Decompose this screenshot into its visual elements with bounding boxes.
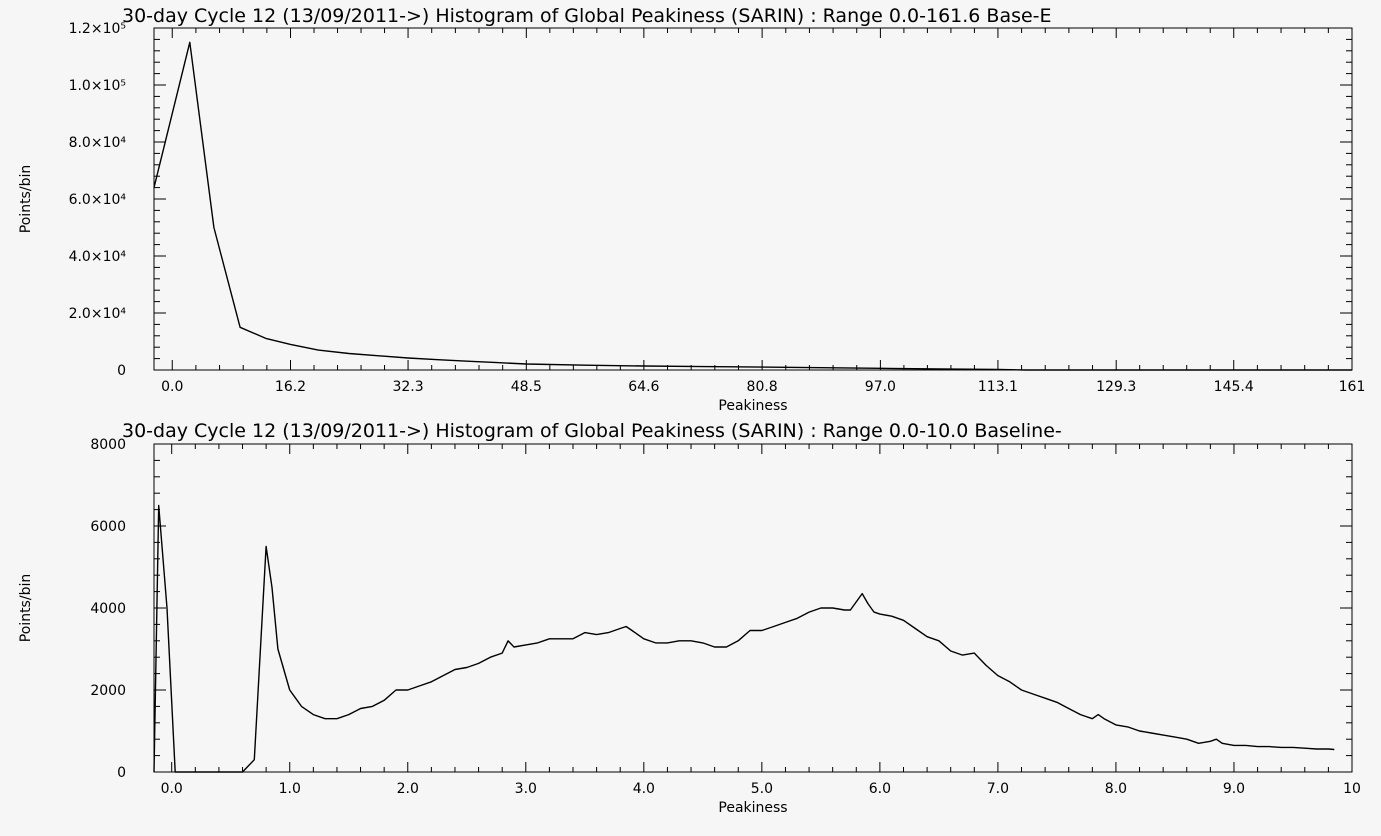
chart-panel-1: 30-day Cycle 12 (13/09/2011->) Histogram… bbox=[18, 5, 1365, 414]
y-tick-label: 1.2×10⁵ bbox=[69, 21, 126, 37]
chart-title: 30-day Cycle 12 (13/09/2011->) Histogram… bbox=[122, 420, 1062, 442]
y-tick-label: 6.0×10⁴ bbox=[69, 192, 127, 208]
y-tick-label: 4000 bbox=[90, 601, 126, 617]
plot-frame bbox=[153, 27, 1353, 371]
chart-panel-2: 30-day Cycle 12 (13/09/2011->) Histogram… bbox=[18, 420, 1361, 816]
y-tick-label: 2.0×10⁴ bbox=[69, 306, 127, 322]
x-tick-label: 10 bbox=[1343, 781, 1361, 797]
y-tick-label: 6000 bbox=[90, 519, 126, 535]
x-tick-label: 48.5 bbox=[511, 379, 542, 395]
x-tick-label: 7.0 bbox=[987, 781, 1009, 797]
y-tick-label: 8000 bbox=[90, 437, 126, 453]
x-tick-label: 16.2 bbox=[275, 379, 306, 395]
y-tick-label: 0 bbox=[117, 363, 126, 379]
x-tick-label: 0.0 bbox=[161, 781, 183, 797]
x-tick-label: 8.0 bbox=[1105, 781, 1127, 797]
x-tick-label: 2.0 bbox=[397, 781, 419, 797]
y-axis-label: Points/bin bbox=[18, 165, 34, 233]
plot-frame bbox=[153, 443, 1353, 773]
x-tick-label: 64.6 bbox=[628, 379, 659, 395]
x-axis-label: Peakiness bbox=[718, 800, 787, 816]
y-axis-label: Points/bin bbox=[18, 574, 34, 642]
series-line-1 bbox=[153, 504, 1335, 773]
series-line-1 bbox=[153, 41, 1352, 371]
x-tick-label: 80.8 bbox=[747, 379, 778, 395]
y-tick-label: 4.0×10⁴ bbox=[69, 249, 127, 265]
x-tick-label: 161 bbox=[1339, 379, 1366, 395]
x-tick-label: 32.3 bbox=[392, 379, 423, 395]
x-tick-label: 6.0 bbox=[869, 781, 891, 797]
x-tick-label: 145.4 bbox=[1214, 379, 1254, 395]
x-tick-label: 4.0 bbox=[633, 781, 655, 797]
x-tick-label: 5.0 bbox=[751, 781, 773, 797]
x-tick-label: 0.0 bbox=[161, 379, 183, 395]
x-tick-label: 3.0 bbox=[515, 781, 537, 797]
x-axis-label: Peakiness bbox=[718, 398, 787, 414]
y-tick-label: 2000 bbox=[90, 683, 126, 699]
chart-title: 30-day Cycle 12 (13/09/2011->) Histogram… bbox=[122, 5, 1052, 27]
y-tick-label: 0 bbox=[117, 765, 126, 781]
x-tick-label: 9.0 bbox=[1223, 781, 1245, 797]
y-tick-label: 8.0×10⁴ bbox=[69, 135, 127, 151]
y-tick-label: 1.0×10⁵ bbox=[69, 78, 126, 94]
x-tick-label: 113.1 bbox=[978, 379, 1018, 395]
x-tick-label: 129.3 bbox=[1096, 379, 1136, 395]
x-tick-label: 1.0 bbox=[279, 781, 301, 797]
x-tick-label: 97.0 bbox=[865, 379, 896, 395]
